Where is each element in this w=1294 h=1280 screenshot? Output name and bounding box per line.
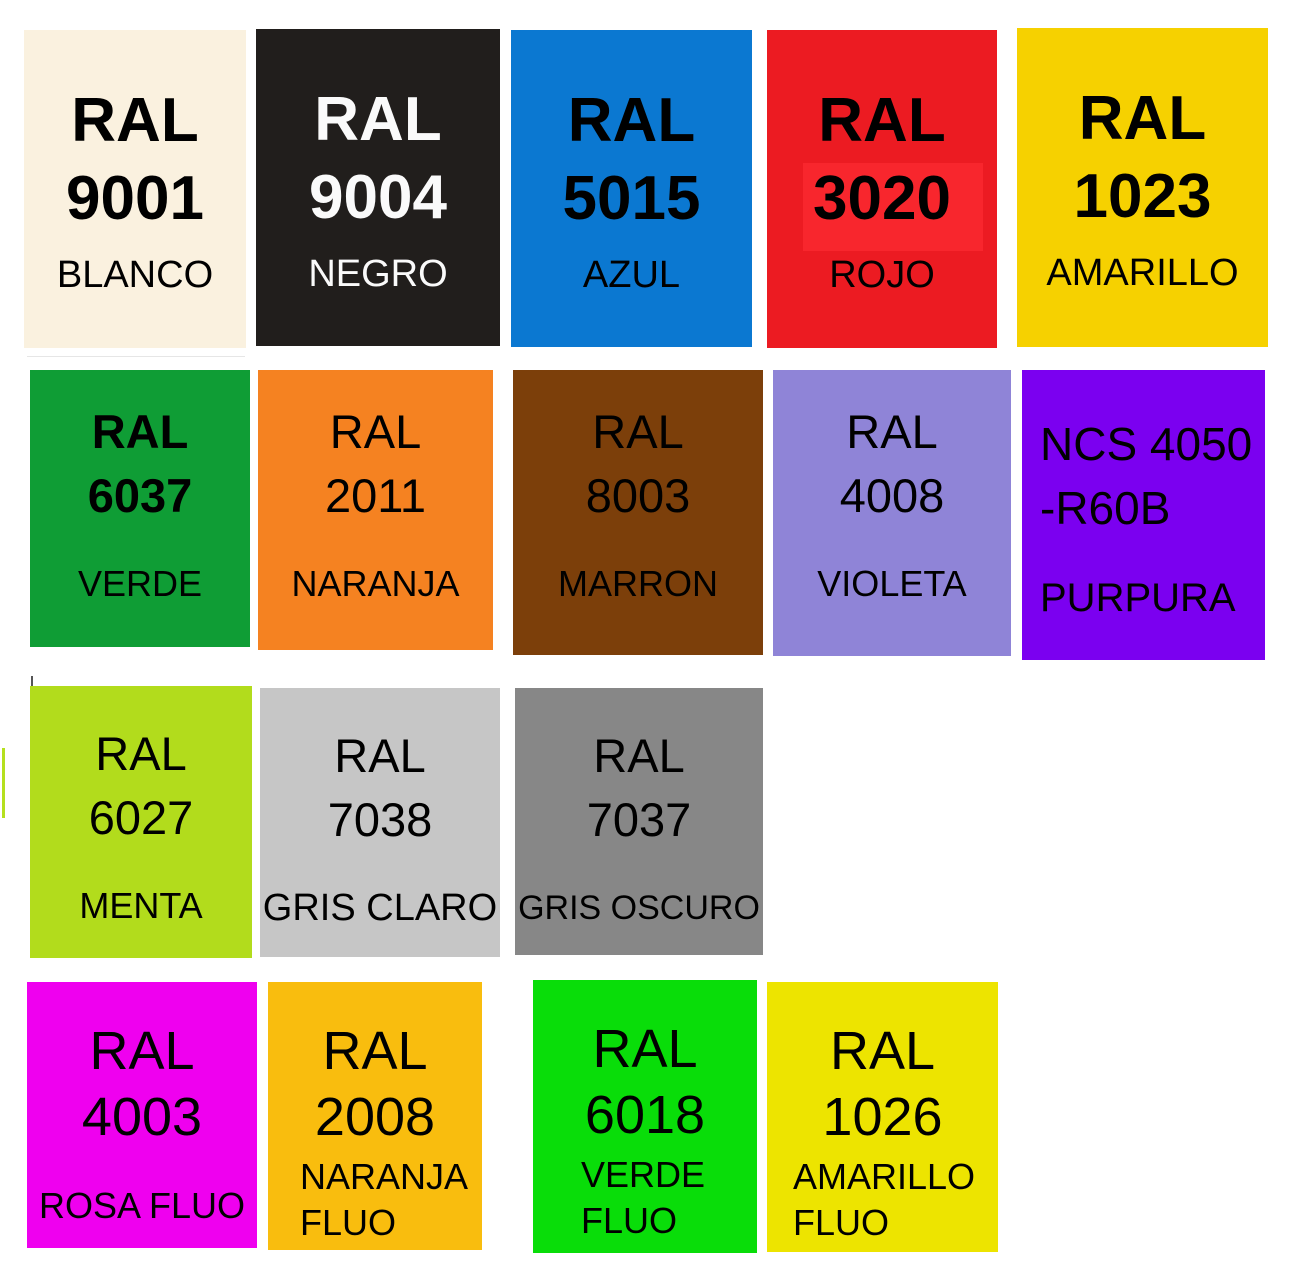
- swatch-code-line: 3020: [813, 164, 951, 233]
- red-inner-box-artifact: [803, 163, 983, 251]
- swatch-name-line: FLUO: [300, 1202, 397, 1243]
- swatch-name-line: AZUL: [582, 254, 681, 296]
- swatch-code-line: 4003: [81, 1087, 203, 1147]
- swatch-name-line: BLANCO: [56, 254, 214, 296]
- swatch-name-line: ROJO: [829, 254, 935, 296]
- swatch-ral-2011: RAL 2011 NARANJA: [258, 370, 493, 650]
- cream-swatch-underline-artifact: [27, 356, 245, 357]
- lime-top-tick-artifact: [31, 676, 33, 686]
- swatch-code-line: RAL: [95, 727, 187, 780]
- swatch-code-line: RAL: [322, 1021, 428, 1081]
- swatch-code-line: 1023: [1073, 162, 1212, 231]
- swatch-code-line: RAL: [846, 405, 938, 458]
- swatch-ral-6037: RAL 6037 VERDE: [30, 370, 250, 647]
- swatch-name-line: MARRON: [558, 563, 718, 604]
- swatch-code-line: 9004: [309, 163, 447, 232]
- swatch-ral-9001: RAL 9001 BLANCO: [24, 30, 246, 348]
- swatch-code-line: 8003: [585, 469, 691, 522]
- swatch-name-line: VERDE: [581, 1154, 706, 1195]
- swatch-ral-8003: RAL 8003 MARRON: [513, 370, 763, 655]
- swatch-code-line: 7037: [586, 793, 692, 846]
- swatch-code-line: RAL: [592, 405, 684, 458]
- swatch-code-line: RAL: [567, 86, 696, 155]
- swatch-code-line: RAL: [314, 85, 442, 154]
- swatch-code-line: RAL: [329, 405, 422, 458]
- swatch-code-line: RAL: [71, 86, 199, 155]
- swatch-name-line: GRIS CLARO: [262, 887, 498, 929]
- swatch-code-line: 5015: [562, 164, 701, 233]
- swatch-name-line: MENTA: [79, 885, 203, 926]
- swatch-name-line: PURPURA: [1040, 576, 1236, 620]
- swatch-code-line: 6018: [584, 1085, 706, 1145]
- swatch-code-line: RAL: [91, 405, 189, 458]
- swatch-code-line: 1026: [822, 1087, 943, 1147]
- swatch-ncs-4050-r60b: NCS 4050 -R60B PURPURA: [1022, 370, 1265, 660]
- swatch-code-line: 4008: [839, 469, 945, 522]
- swatch-code-line: 6037: [87, 469, 193, 522]
- swatch-code-line: 6027: [88, 791, 194, 844]
- swatch-name-line: FLUO: [793, 1202, 890, 1243]
- swatch-ral-1023: RAL 1023 AMARILLO: [1017, 28, 1268, 347]
- swatch-ral-7038: RAL 7038 GRIS CLARO: [260, 688, 500, 957]
- swatch-code-line: 2011: [324, 469, 427, 522]
- swatch-name-line: VERDE: [77, 563, 203, 604]
- swatch-ral-5015: RAL 5015 AZUL: [511, 30, 752, 347]
- swatch-name-line: AMARILLO: [793, 1156, 976, 1197]
- swatch-code-line: RAL: [593, 729, 685, 782]
- swatch-name-line: NARANJA: [291, 563, 460, 604]
- swatch-name-line: GRIS OSCURO: [518, 889, 760, 927]
- swatch-code-line: 7038: [327, 793, 433, 846]
- swatch-code-line: 2008: [314, 1087, 436, 1147]
- swatch-ral-4008: RAL 4008 VIOLETA: [773, 370, 1011, 656]
- swatch-ral-4003: RAL 4003 ROSA FLUO: [27, 982, 257, 1248]
- swatch-ral-7037: RAL 7037 GRIS OSCURO: [515, 688, 763, 955]
- swatch-code-line: RAL: [829, 1021, 936, 1081]
- swatch-ral-1026: RAL 1026 AMARILLO FLUO: [767, 982, 998, 1252]
- swatch-name-line: AMARILLO: [1046, 252, 1239, 294]
- swatch-code-line: RAL: [334, 729, 426, 782]
- swatch-code-line: RAL: [818, 86, 946, 155]
- swatch-ral-3020: RAL 3020 ROJO: [767, 30, 997, 348]
- swatch-name-line: FLUO: [581, 1200, 678, 1241]
- swatch-code-line: 9001: [66, 164, 204, 233]
- swatch-ral-6018: RAL 6018 VERDE FLUO: [533, 980, 757, 1253]
- swatch-name-line: VIOLETA: [817, 563, 967, 604]
- swatch-name-line: NARANJA: [300, 1156, 469, 1197]
- swatch-code-line: RAL: [592, 1019, 698, 1079]
- swatch-ral-6027: RAL 6027 MENTA: [30, 686, 252, 958]
- swatch-ral-2008: RAL 2008 NARANJA FLUO: [268, 982, 482, 1250]
- swatch-name-line: NEGRO: [308, 253, 448, 295]
- swatch-code-line: NCS 4050: [1040, 418, 1253, 470]
- swatch-ral-9004: RAL 9004 NEGRO: [256, 29, 500, 346]
- swatch-code-line: RAL: [89, 1021, 195, 1081]
- left-edge-line-artifact: [2, 748, 5, 818]
- swatch-name-line: ROSA FLUO: [38, 1185, 246, 1226]
- swatch-code-line: -R60B: [1040, 482, 1171, 534]
- swatch-code-line: RAL: [1078, 84, 1207, 153]
